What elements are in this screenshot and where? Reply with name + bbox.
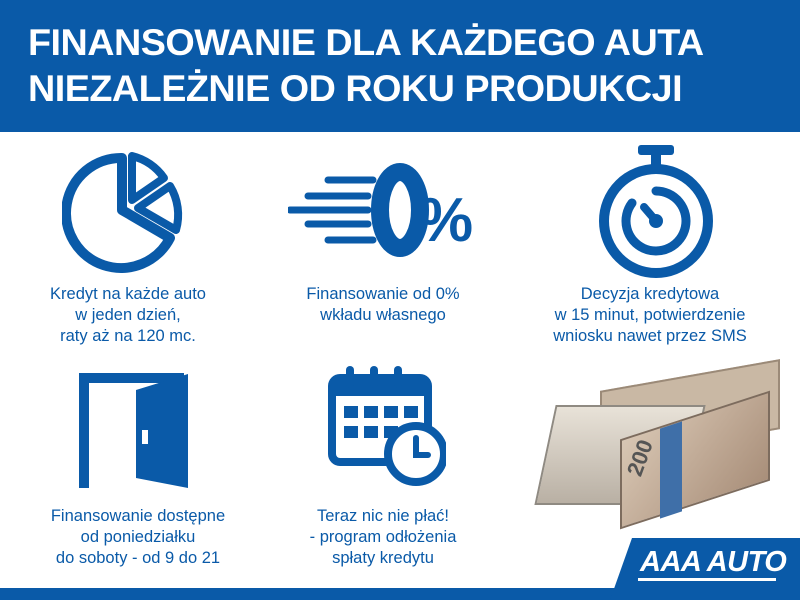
zero-percent-icon: % bbox=[288, 160, 478, 270]
caption-line: w 15 minut, potwierdzenie bbox=[554, 306, 746, 324]
caption-line: Teraz nic nie płać! bbox=[316, 507, 450, 525]
caption-line: w jeden dzień, bbox=[75, 306, 181, 324]
headline-line-2: NIEZALEŻNIE OD ROKU PRODUKCJI bbox=[28, 68, 683, 109]
caption-line: Finansowanie od 0% bbox=[306, 285, 460, 303]
bottom-band bbox=[0, 588, 800, 600]
percent-sign: % bbox=[418, 186, 474, 255]
logo-background bbox=[610, 538, 800, 600]
banknote-stack-image: 200 bbox=[534, 359, 790, 530]
feature-caption-zero-down: Finansowanie od 0% wkładu własnego bbox=[253, 284, 513, 326]
caption-line: wniosku nawet przez SMS bbox=[553, 327, 747, 345]
feature-caption-hours: Finansowanie dostępne od poniedziałku do… bbox=[8, 506, 268, 569]
headline-line-1: FINANSOWANIE DLA KAŻDEGO AUTA bbox=[28, 22, 704, 63]
feature-caption-decision: Decyzja kredytowa w 15 minut, potwierdze… bbox=[520, 284, 780, 347]
caption-line: spłaty kredytu bbox=[332, 549, 434, 567]
caption-line: Kredyt na każde auto bbox=[50, 285, 206, 303]
caption-line: do soboty - od 9 do 21 bbox=[55, 549, 221, 567]
caption-line: od poniedziałku bbox=[80, 528, 196, 546]
caption-line: Finansowanie dostępne bbox=[50, 507, 226, 525]
feature-caption-credit: Kredyt na każde auto w jeden dzień, raty… bbox=[0, 284, 258, 347]
header-banner: FINANSOWANIE DLA KAŻDEGO AUTA NIEZALEŻNI… bbox=[0, 0, 800, 132]
caption-line: Decyzja kredytowa bbox=[580, 285, 720, 303]
pie-chart-icon bbox=[62, 152, 183, 273]
speed-lines-icon bbox=[288, 163, 429, 257]
calendar-clock-icon bbox=[328, 366, 446, 486]
caption-line: wkładu własnego bbox=[320, 306, 446, 324]
aaa-auto-logo: AAA AUTO bbox=[640, 546, 787, 578]
caption-line: raty aż na 120 mc. bbox=[60, 327, 196, 345]
logo-underline bbox=[638, 578, 776, 581]
open-door-icon bbox=[79, 373, 188, 488]
feature-caption-deferral: Teraz nic nie płać! - program odłożenia … bbox=[253, 506, 513, 569]
stopwatch-icon bbox=[599, 145, 713, 278]
caption-line: - program odłożenia bbox=[309, 528, 457, 546]
